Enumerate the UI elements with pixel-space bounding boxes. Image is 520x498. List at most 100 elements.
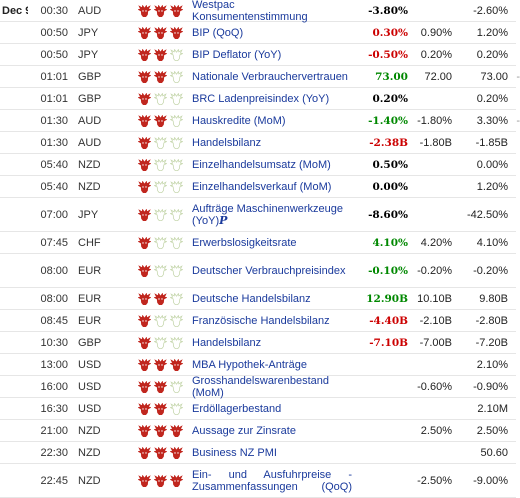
previous-value: -1.85B: [475, 136, 508, 149]
currency-code: GBP: [78, 336, 102, 349]
revision-marker: -: [516, 70, 520, 83]
event-link[interactable]: Französische Handelsbilanz: [192, 314, 330, 327]
date-label: Dec 9: [2, 4, 28, 17]
event-time: 21:00: [40, 424, 68, 437]
actual-value: -7.10B: [369, 336, 408, 349]
table-row: 01:01 GBP Nationale Verbrauchervertrauen 73…: [0, 66, 520, 88]
importance-rating: [116, 264, 192, 277]
event-time: 00:50: [40, 48, 68, 61]
event-link[interactable]: BIP (QoQ): [192, 26, 244, 39]
bull-icon-active: [138, 114, 151, 127]
event-link[interactable]: Erwerbslosigkeitsrate: [192, 236, 297, 249]
event-link[interactable]: Erdöllagerbestand: [192, 402, 282, 415]
event-link[interactable]: Deutscher Verbrauchpreisindex: [192, 264, 346, 277]
bull-icon-inactive: [170, 114, 183, 127]
forecast-value: -0.20%: [417, 264, 452, 277]
event-link[interactable]: Business NZ PMI: [192, 446, 277, 459]
bull-icon-active: [154, 474, 167, 487]
event-time: 00:30: [40, 4, 68, 17]
bull-icon-active: [170, 4, 183, 17]
importance-rating: [116, 424, 192, 437]
bull-icon-inactive: [170, 236, 183, 249]
forecast-value: 2.50%: [420, 424, 452, 437]
forecast-value: 0.20%: [420, 48, 452, 61]
importance-rating: [116, 180, 192, 193]
bull-icon-active: [138, 48, 151, 61]
bull-icon-active: [138, 264, 151, 277]
bull-icon-inactive: [170, 180, 183, 193]
actual-value: 0.30%: [372, 26, 408, 39]
event-time: 22:45: [40, 474, 68, 487]
event-link[interactable]: Einzelhandelsumsatz (MoM): [192, 158, 331, 171]
bull-icon-active: [170, 358, 183, 371]
event-link[interactable]: Aussage zur Zinsrate: [192, 424, 296, 437]
bull-icon-inactive: [170, 402, 183, 415]
event-link[interactable]: Grosshandelswarenbestand (MoM): [192, 374, 329, 399]
bull-icon-inactive: [170, 380, 183, 393]
event-time: 05:40: [40, 180, 68, 193]
previous-value: 0.20%: [476, 92, 508, 105]
previous-value: 0.00%: [476, 158, 508, 171]
event-link[interactable]: Hauskredite (MoM): [192, 114, 286, 127]
table-row: 16:30 USD Erdöllagerbestand 2.10M: [0, 398, 516, 420]
table-row: 01:30 AUD Handelsbilanz -2.38B -1.80B -1.85B: [0, 132, 516, 154]
bull-icon-active: [138, 336, 151, 349]
event-time: 07:00: [40, 208, 68, 221]
bull-icon-active: [154, 380, 167, 393]
currency-code: USD: [78, 380, 102, 393]
event-link[interactable]: Aufträge Maschinenwerkzeuge (YoY)P: [192, 202, 344, 227]
importance-rating: [116, 70, 192, 83]
table-row: 10:30 GBP Handelsbilanz -7.10B -7.00B -7.20B: [0, 332, 516, 354]
currency-code: NZD: [78, 474, 101, 487]
bull-icon-inactive: [170, 70, 183, 83]
importance-rating: [116, 114, 192, 127]
table-row: 13:00 USD MBA Hypothek-Anträge 2.10%: [0, 354, 516, 376]
event-link[interactable]: Ein- und Ausfuhrpreise - Zusammenfassung…: [192, 468, 352, 493]
event-time: 16:30: [40, 402, 68, 415]
event-link[interactable]: Westpac Konsumentenstimmung: [192, 0, 308, 23]
table-row: 00:50 JPY BIP (QoQ) 0.30% 0.90% 1.20%: [0, 22, 516, 44]
bull-icon-active: [138, 92, 151, 105]
currency-code: AUD: [78, 4, 102, 17]
event-time: 01:01: [40, 92, 68, 105]
bull-icon-active: [138, 26, 151, 39]
bull-icon-inactive: [154, 92, 167, 105]
bull-icon-inactive: [170, 314, 183, 327]
bull-icon-active: [138, 402, 151, 415]
event-link[interactable]: Handelsbilanz: [192, 136, 262, 149]
bull-icon-active: [154, 70, 167, 83]
bull-icon-inactive: [170, 336, 183, 349]
bull-icon-active: [154, 424, 167, 437]
bull-icon-active: [138, 70, 151, 83]
previous-value: 0.20%: [476, 48, 508, 61]
bull-icon-active: [154, 26, 167, 39]
currency-code: GBP: [78, 70, 102, 83]
bull-icon-inactive: [154, 208, 167, 221]
previous-value: -2.80B: [475, 314, 508, 327]
event-link[interactable]: Nationale Verbrauchervertrauen: [192, 70, 348, 83]
importance-rating: [116, 402, 192, 415]
currency-code: NZD: [78, 446, 101, 459]
forecast-value: -1.80%: [417, 114, 452, 127]
event-link[interactable]: Handelsbilanz: [192, 336, 262, 349]
bull-icon-inactive: [154, 264, 167, 277]
currency-code: NZD: [78, 180, 101, 193]
table-row: Dec 9 00:30 AUD Westpac Konsumentenstimmung…: [0, 0, 516, 23]
event-time: 01:30: [40, 114, 68, 127]
event-time: 01:30: [40, 136, 68, 149]
event-link[interactable]: Deutsche Handelsbilanz: [192, 292, 311, 305]
actual-value: -4.40B: [369, 314, 408, 327]
importance-rating: [116, 136, 192, 149]
bull-icon-active: [138, 446, 151, 459]
bull-icon-active: [138, 474, 151, 487]
event-link[interactable]: MBA Hypothek-Anträge: [192, 358, 307, 371]
bull-icon-active: [170, 474, 183, 487]
event-link[interactable]: BIP Deflator (YoY): [192, 48, 282, 61]
event-link[interactable]: Einzelhandelsverkauf (MoM): [192, 180, 332, 193]
event-link[interactable]: BRC Ladenpreisindex (YoY): [192, 92, 330, 105]
table-row: 22:45 NZD Ein- und Ausfuhrpreise - Zusamme…: [0, 464, 516, 498]
importance-rating: [116, 158, 192, 171]
bull-icon-inactive: [154, 158, 167, 171]
event-time: 16:00: [40, 380, 68, 393]
importance-rating: [116, 380, 192, 393]
